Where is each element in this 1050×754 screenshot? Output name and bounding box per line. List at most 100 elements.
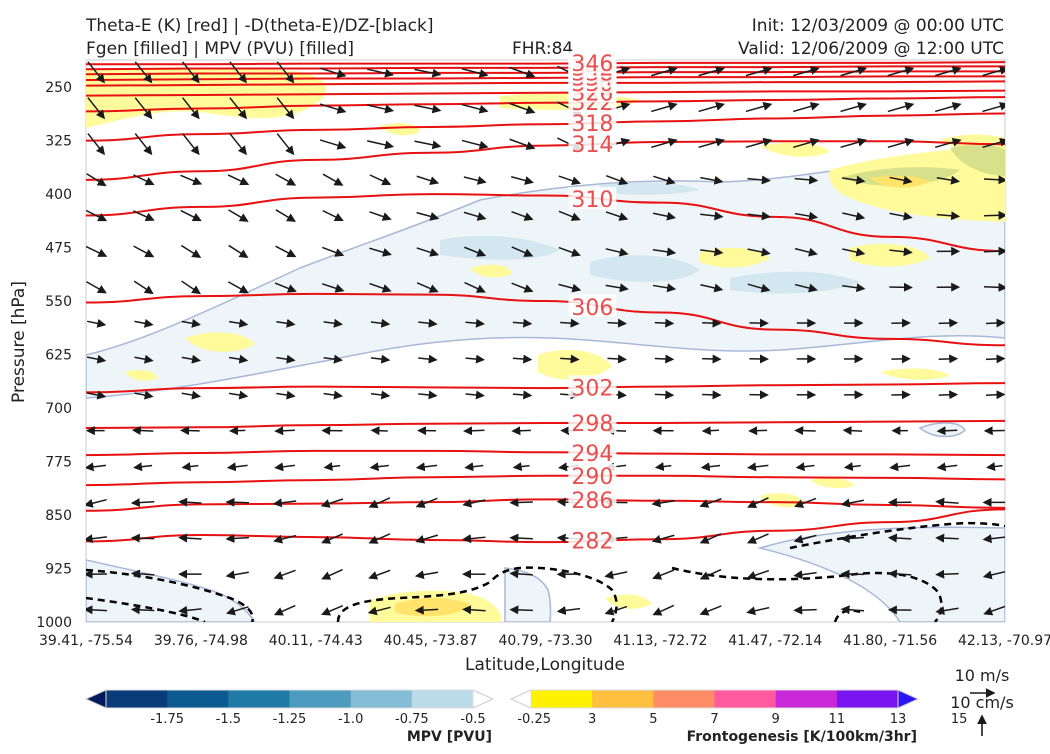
colorbar-tick-label: -1.25 bbox=[273, 712, 307, 727]
colorbar-extend-low bbox=[511, 690, 531, 708]
colorbar-segment bbox=[106, 690, 168, 708]
colorbar-tick-label: 7 bbox=[710, 712, 718, 727]
wind-vector bbox=[702, 323, 720, 324]
colorbar-tick-label: 9 bbox=[772, 712, 780, 727]
wind-vector bbox=[511, 502, 533, 503]
colorbar-segment bbox=[351, 690, 413, 708]
wind-vector bbox=[132, 609, 154, 610]
y-tick-label: 550 bbox=[45, 294, 72, 310]
x-axis-ticks: 39.41, -75.54 39.76, -74.98 40.11, -74.43 4… bbox=[39, 633, 1050, 649]
wind-vector bbox=[702, 359, 720, 360]
vertical-reference-label: 10 cm/s bbox=[950, 693, 1014, 712]
wind-vector bbox=[938, 430, 957, 431]
colorbar-segment bbox=[715, 690, 777, 708]
wind-vector bbox=[984, 215, 1006, 216]
wind-vector bbox=[796, 430, 816, 431]
x-tick-label: 42.13, -70.97 bbox=[958, 633, 1050, 649]
theta-e-label-282: 282 bbox=[571, 530, 613, 555]
colorbar-tick-label: -0.5 bbox=[460, 712, 485, 727]
y-tick-label: 850 bbox=[45, 508, 72, 524]
colorbar-tick-label: 5 bbox=[649, 712, 657, 727]
wind-vector bbox=[511, 610, 533, 611]
x-axis-label: Latitude,Longitude bbox=[465, 655, 625, 675]
title-line-2: Fgen [filled] | MPV (PVU) [filled] bbox=[86, 39, 354, 59]
colorbar-tick-label: -0.75 bbox=[395, 712, 429, 727]
wind-vector bbox=[795, 610, 817, 611]
wind-vector bbox=[132, 538, 154, 539]
frontogenesis-colorbar-title: Frontogenesis [K/100km/3hr] bbox=[687, 729, 917, 745]
wind-vector bbox=[939, 359, 957, 360]
colorbar-segment bbox=[653, 690, 715, 708]
wind-vector bbox=[984, 287, 1006, 288]
colorbar-segment bbox=[228, 690, 290, 708]
wind-vector bbox=[937, 538, 959, 539]
wind-vector bbox=[750, 430, 767, 431]
colorbar-segment bbox=[776, 690, 838, 708]
theta-e-label-layer: 2822862902942983023063103143183223263303… bbox=[568, 51, 616, 554]
wind-vector bbox=[513, 430, 531, 431]
wind-vector bbox=[844, 430, 862, 431]
y-axis-label: Pressure [hPa] bbox=[9, 281, 29, 403]
x-tick-label: 39.76, -74.98 bbox=[154, 633, 248, 649]
colorbar-tick-label: 13 bbox=[890, 712, 907, 727]
wind-vector bbox=[986, 323, 1004, 324]
y-tick-label: 625 bbox=[45, 348, 72, 364]
x-tick-label: 39.41, -75.54 bbox=[39, 633, 133, 649]
colorbar-extend-high bbox=[473, 690, 493, 708]
wind-vector bbox=[231, 430, 246, 431]
wind-vector bbox=[655, 394, 673, 395]
wind-vector bbox=[372, 430, 388, 431]
colorbar-tick-label: -1.5 bbox=[216, 712, 241, 727]
wind-vector bbox=[607, 323, 625, 324]
init-time: Init: 12/03/2009 @ 00:00 UTC bbox=[752, 16, 1004, 36]
theta-e-label-302: 302 bbox=[571, 376, 613, 401]
wind-vector bbox=[655, 323, 673, 324]
x-tick-label: 40.11, -74.43 bbox=[269, 633, 363, 649]
theta-e-label-298: 298 bbox=[571, 412, 613, 437]
x-tick-label: 41.80, -71.56 bbox=[843, 633, 937, 649]
wind-vector bbox=[511, 538, 533, 539]
theta-e-label-346: 346 bbox=[571, 52, 613, 77]
colorbar-extend-high bbox=[898, 690, 918, 708]
wind-vector bbox=[465, 430, 485, 431]
wind-vector bbox=[702, 395, 720, 396]
wind-vector bbox=[607, 358, 625, 359]
forecast-hour: FHR:84 bbox=[512, 39, 573, 59]
colorbar-extend-low bbox=[86, 690, 106, 708]
horizontal-reference-label: 10 m/s bbox=[955, 666, 1010, 685]
wind-vector bbox=[655, 359, 673, 360]
y-tick-label: 325 bbox=[45, 134, 72, 150]
y-tick-label: 925 bbox=[45, 562, 72, 578]
colorbar-segment bbox=[531, 690, 593, 708]
colorbar-tick-label: 3 bbox=[588, 712, 596, 727]
plot-area bbox=[85, 60, 1007, 622]
wind-vector bbox=[133, 430, 153, 431]
x-tick-label: 40.45, -73.87 bbox=[384, 633, 478, 649]
y-tick-label: 1000 bbox=[36, 615, 72, 631]
colorbar-tick-label: -1.0 bbox=[338, 712, 363, 727]
theta-e-label-310: 310 bbox=[571, 188, 613, 213]
wind-vector bbox=[937, 574, 959, 575]
wind-vector bbox=[227, 502, 249, 503]
colorbar-tick-label: 11 bbox=[829, 712, 846, 727]
valid-time: Valid: 12/06/2009 @ 12:00 UTC bbox=[738, 39, 1004, 59]
wind-vector bbox=[986, 394, 1004, 395]
x-tick-label: 41.47, -72.14 bbox=[728, 633, 822, 649]
colorbar-segment bbox=[837, 690, 899, 708]
wind-vector bbox=[703, 430, 719, 431]
wind-vector bbox=[984, 251, 1006, 252]
wind-vector bbox=[842, 574, 864, 575]
x-tick-label: 41.13, -72.72 bbox=[613, 633, 707, 649]
colorbar-segment bbox=[167, 690, 229, 708]
x-tick-label: 40.79, -73.30 bbox=[498, 633, 592, 649]
colorbar-segment bbox=[290, 690, 352, 708]
colorbar-segment bbox=[412, 690, 474, 708]
y-tick-label: 775 bbox=[45, 455, 72, 471]
theta-e-label-290: 290 bbox=[571, 465, 613, 490]
y-tick-label: 700 bbox=[45, 401, 72, 417]
y-tick-label: 250 bbox=[45, 80, 72, 96]
theta-e-label-286: 286 bbox=[571, 489, 613, 514]
